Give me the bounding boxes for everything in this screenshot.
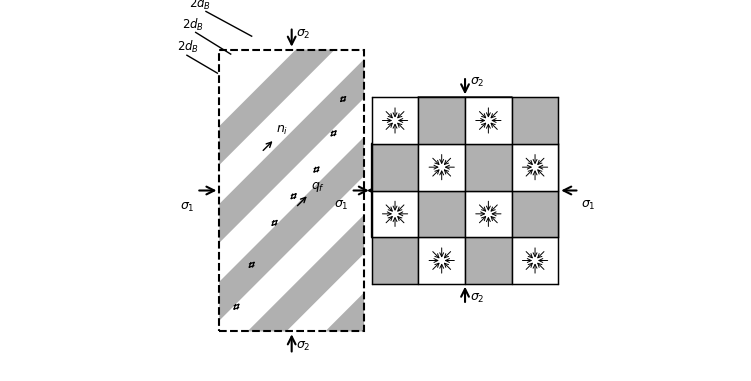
Polygon shape xyxy=(372,97,559,284)
Polygon shape xyxy=(465,144,511,190)
Polygon shape xyxy=(465,97,511,144)
Polygon shape xyxy=(418,237,465,284)
Text: $\sigma_2$: $\sigma_2$ xyxy=(296,340,311,353)
Polygon shape xyxy=(372,97,418,144)
Polygon shape xyxy=(465,190,511,237)
Polygon shape xyxy=(418,97,465,144)
Polygon shape xyxy=(465,237,511,284)
Text: $2d_B$: $2d_B$ xyxy=(189,0,211,12)
Text: $q_f$: $q_f$ xyxy=(311,180,325,194)
Text: $\sigma_1$: $\sigma_1$ xyxy=(180,201,195,214)
Polygon shape xyxy=(418,144,465,190)
Polygon shape xyxy=(219,50,335,165)
Text: $\sigma_2$: $\sigma_2$ xyxy=(469,292,484,305)
Text: $2d_B$: $2d_B$ xyxy=(177,39,200,55)
Text: $\sigma_1$: $\sigma_1$ xyxy=(389,201,403,214)
Polygon shape xyxy=(511,190,559,237)
Text: $\sigma_1$: $\sigma_1$ xyxy=(334,199,348,212)
Text: $\sigma_2$: $\sigma_2$ xyxy=(296,28,311,41)
Text: $\sigma_2$: $\sigma_2$ xyxy=(469,76,484,89)
Polygon shape xyxy=(219,50,364,331)
Polygon shape xyxy=(418,190,465,237)
Polygon shape xyxy=(511,237,559,284)
Polygon shape xyxy=(372,237,418,284)
Text: $n_i$: $n_i$ xyxy=(276,124,288,137)
Polygon shape xyxy=(511,144,559,190)
Polygon shape xyxy=(247,215,364,331)
Polygon shape xyxy=(219,59,364,243)
Polygon shape xyxy=(511,97,559,144)
Text: $\sigma_1$: $\sigma_1$ xyxy=(581,199,596,212)
Text: $2d_B$: $2d_B$ xyxy=(182,17,204,33)
Polygon shape xyxy=(372,190,418,237)
Polygon shape xyxy=(219,137,364,321)
Polygon shape xyxy=(372,144,418,190)
Polygon shape xyxy=(325,293,364,331)
